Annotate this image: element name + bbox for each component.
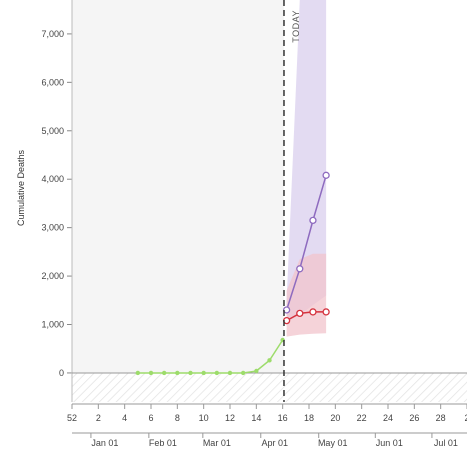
data-point [282, 306, 291, 314]
week-tick-label: 2 [96, 413, 101, 423]
week-tick-label: 20 [330, 413, 340, 423]
data-point [148, 370, 154, 376]
series-line [285, 175, 327, 311]
series-line [286, 311, 327, 322]
today-marker: TODAY [283, 0, 301, 402]
y-tick-label: 4,000 [41, 174, 64, 184]
data-point [322, 171, 330, 179]
data-point [296, 309, 304, 318]
data-point [322, 308, 330, 316]
confidence-bands [286, 0, 327, 337]
month-tick-label: Jun 01 [376, 438, 403, 448]
data-point [227, 370, 233, 376]
y-axis-label: Cumulative Deaths [16, 149, 26, 226]
week-tick-label: 24 [383, 413, 393, 423]
week-tick-label: 16 [278, 413, 288, 423]
y-tick-label: 0 [59, 368, 64, 378]
week-tick-label: 2 [464, 413, 467, 423]
data-point [175, 370, 180, 376]
month-tick-label: Apr 01 [262, 438, 289, 448]
data-point [296, 265, 304, 273]
data-point [135, 370, 141, 376]
week-tick-label: 10 [199, 413, 209, 423]
week-tick-label: 12 [225, 413, 235, 423]
month-tick-label: Feb 01 [149, 438, 177, 448]
negative-hatch [72, 372, 467, 402]
month-tick-label: Jul 01 [434, 438, 458, 448]
month-tick-label: Jan 01 [91, 438, 118, 448]
week-tick-label: 26 [409, 413, 419, 423]
y-tick-label: 5,000 [41, 126, 64, 136]
month-tick-label: Mar 01 [203, 438, 231, 448]
past-shade [72, 0, 284, 373]
y-tick-label: 6,000 [41, 77, 64, 87]
plot-background [72, 0, 467, 402]
week-tick-label: 8 [175, 413, 180, 423]
week-tick-label: 14 [251, 413, 261, 423]
today-label: TODAY [291, 10, 301, 43]
series-points [135, 171, 330, 376]
data-point [309, 308, 317, 316]
week-tick-label: 4 [122, 413, 127, 423]
y-tick-label: 3,000 [41, 223, 64, 233]
data-point [309, 216, 317, 225]
data-point [240, 370, 246, 376]
data-point [161, 370, 167, 376]
week-tick-label: 28 [436, 413, 446, 423]
y-tick-label: 2,000 [41, 271, 64, 281]
confidence-band [286, 0, 327, 323]
y-tick-label: 1,000 [41, 320, 64, 330]
week-tick-label: 52 [67, 413, 77, 423]
week-tick-label: 22 [357, 413, 367, 423]
week-tick-label: 6 [148, 413, 153, 423]
y-tick-label: 7,000 [41, 29, 64, 39]
data-point [201, 370, 206, 376]
week-tick-label: 18 [304, 413, 314, 423]
data-point [267, 358, 272, 363]
month-tick-label: May 01 [318, 438, 348, 448]
data-point [188, 370, 193, 376]
data-point [214, 370, 220, 376]
data-point [254, 368, 259, 374]
